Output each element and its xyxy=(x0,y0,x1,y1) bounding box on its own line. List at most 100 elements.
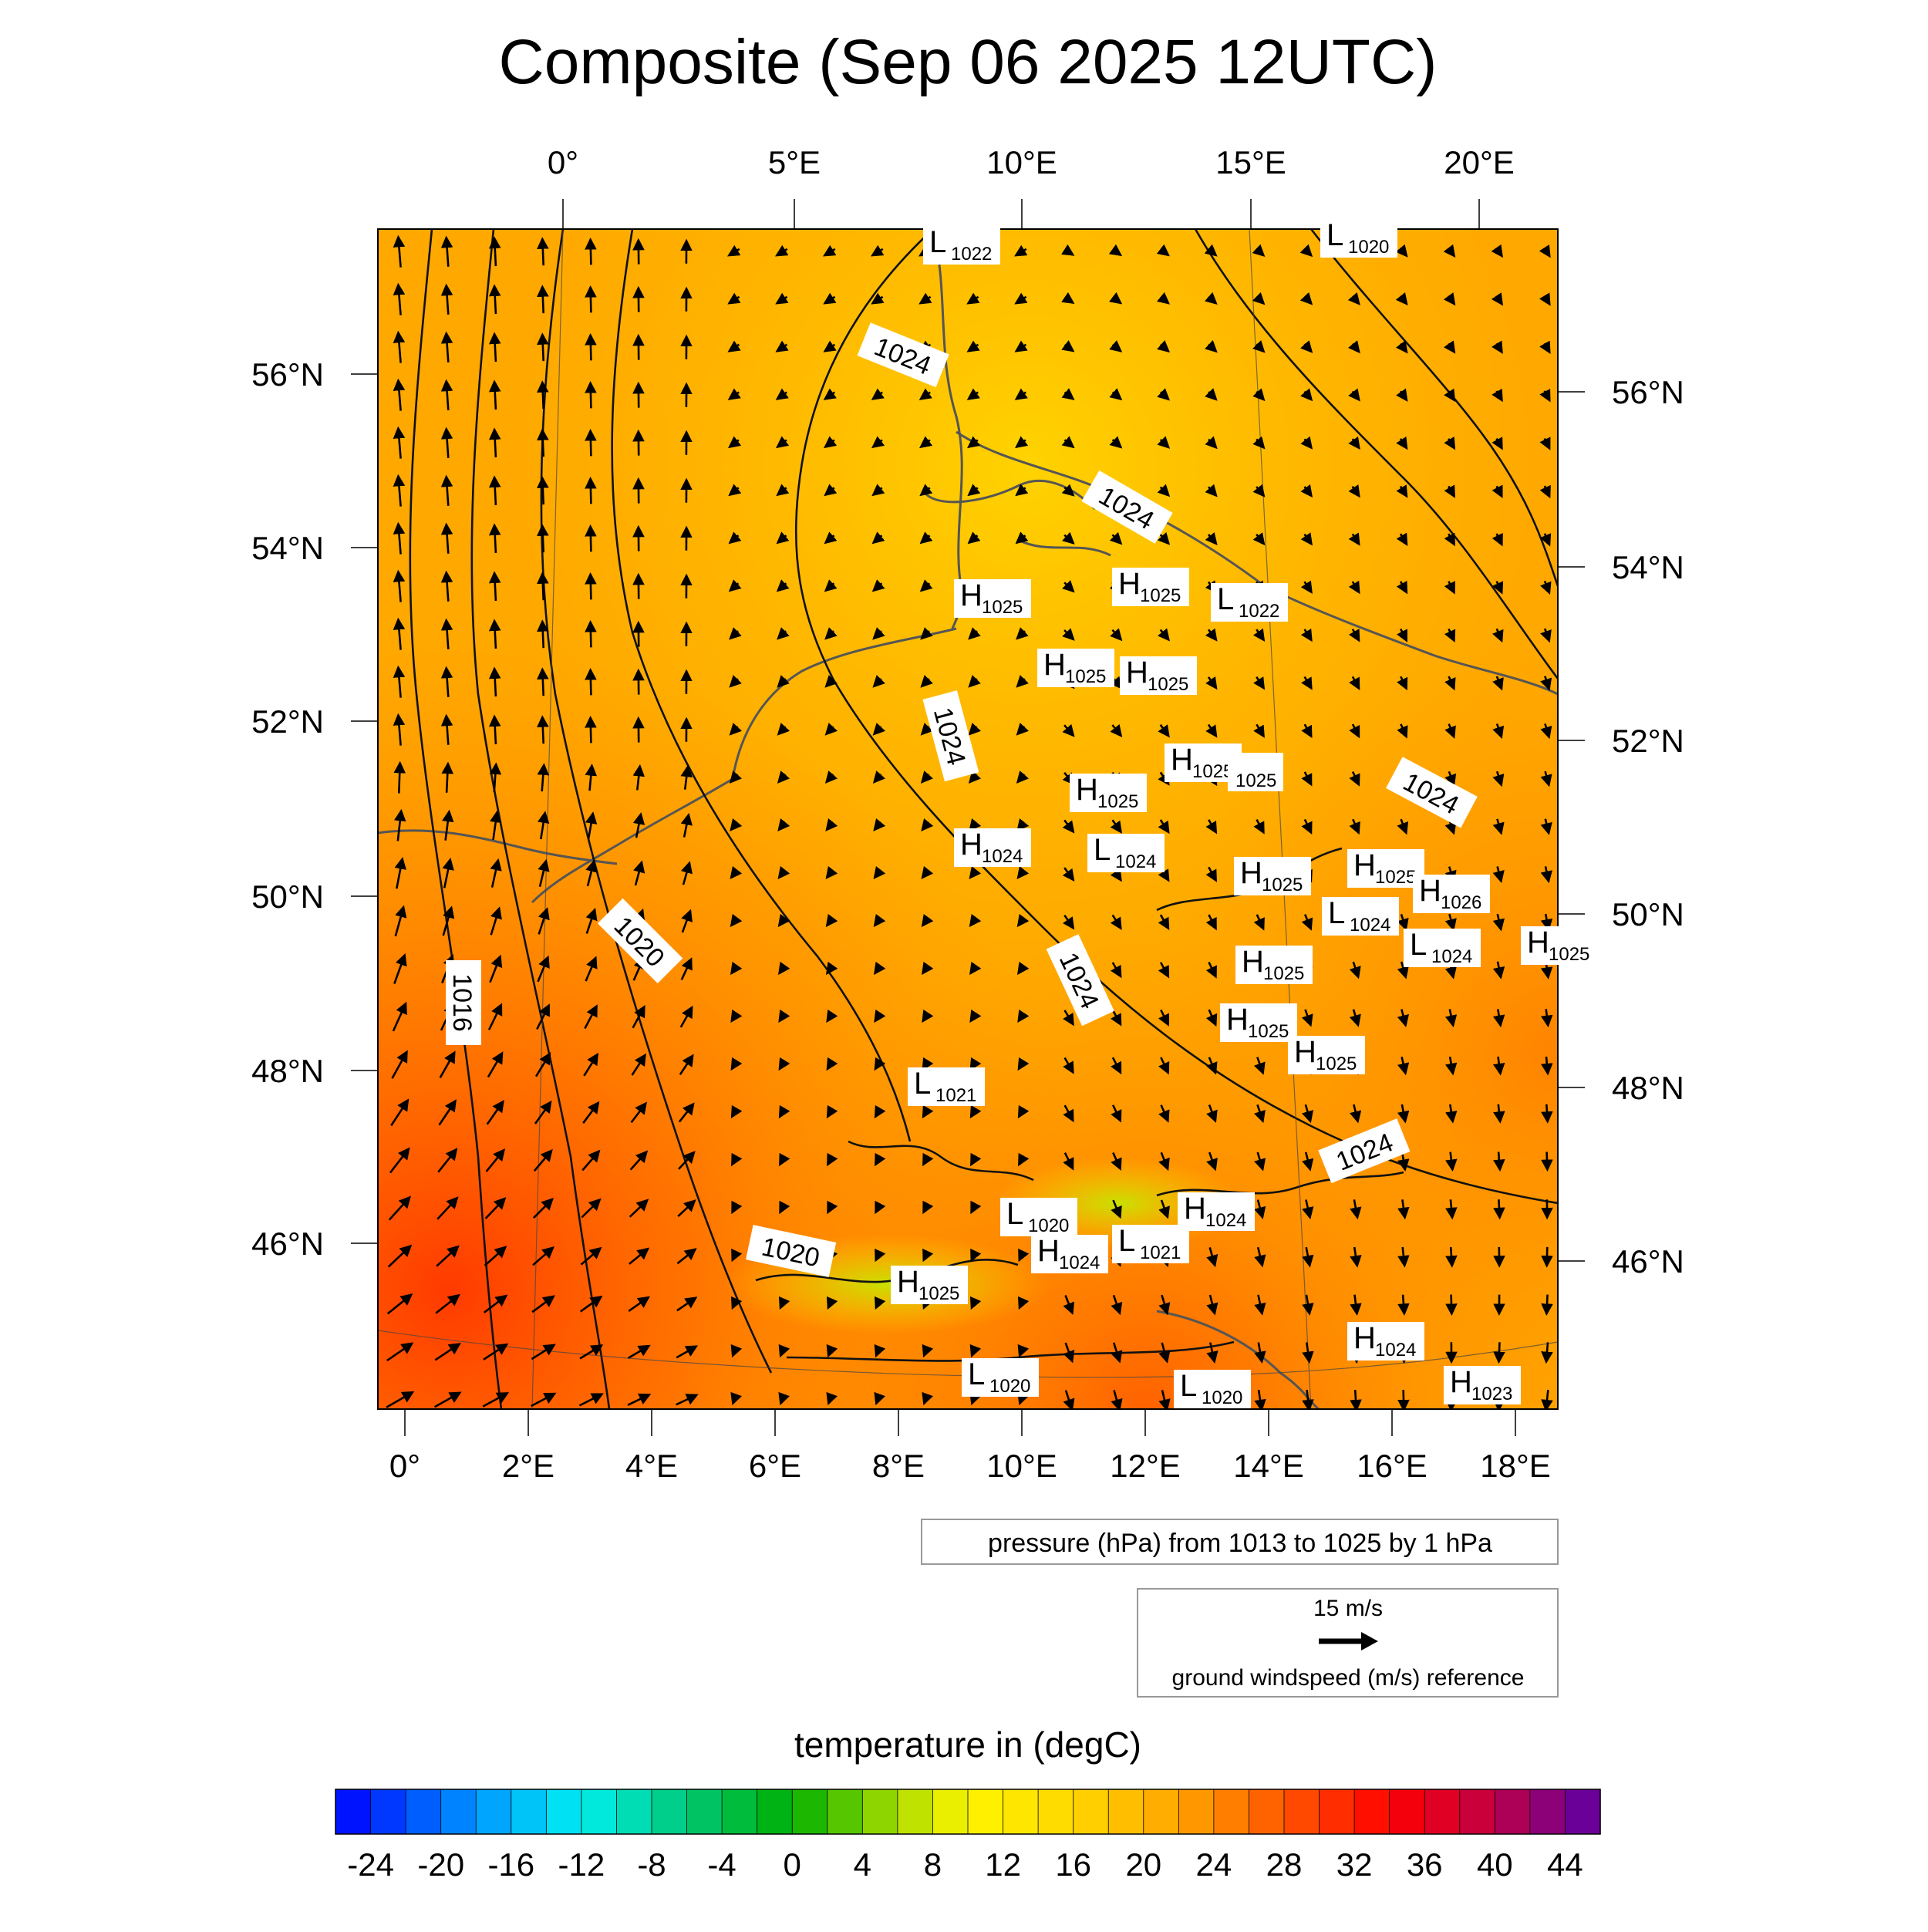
colorbar-tick-label: 20 xyxy=(1125,1846,1161,1883)
lon-label: 16°E xyxy=(1357,1448,1427,1484)
lon-label: 12°E xyxy=(1110,1448,1181,1484)
pressure-center-value: 1026 xyxy=(1441,892,1481,913)
pressure-center-type: L xyxy=(1217,582,1234,616)
wind-arrow xyxy=(494,573,496,601)
pressure-center-type: L xyxy=(1328,896,1345,930)
colorbar-cell xyxy=(932,1789,968,1834)
wind-arrow xyxy=(1403,1295,1404,1314)
wind-arrow xyxy=(542,430,543,457)
lon-label: 4°E xyxy=(625,1448,678,1484)
wind-arrow xyxy=(1499,1342,1500,1361)
map-panel: 1024 1024 1024 1024 1024 1024 xyxy=(378,218,1598,1410)
colorbar-cell xyxy=(1320,1789,1355,1834)
pressure-center-type: L xyxy=(1180,1369,1197,1403)
colorbar-cell xyxy=(722,1789,757,1834)
isobar-label-text: 1016 xyxy=(447,973,477,1032)
pressure-center-type: H xyxy=(1294,1035,1316,1069)
wind-arrow xyxy=(494,669,496,696)
colorbar-tick-label: -16 xyxy=(487,1846,534,1883)
colorbar-cell xyxy=(1460,1789,1495,1834)
pressure-center-type: L xyxy=(1094,833,1111,867)
wind-arrow xyxy=(494,716,496,744)
colorbar-cell xyxy=(1424,1789,1460,1834)
pressure-center-type: L xyxy=(1410,928,1427,962)
pressure-center-value: 1025 xyxy=(1549,944,1589,965)
wind-arrow xyxy=(1498,1152,1500,1170)
wind-arrow xyxy=(542,478,543,504)
pressure-center-type: H xyxy=(1527,926,1549,959)
pressure-center-type: H xyxy=(1184,1192,1206,1226)
pressure-center-type: H xyxy=(1076,773,1098,807)
pressure-center-value: 1025 xyxy=(1316,1054,1357,1074)
colorbar-cell xyxy=(687,1789,723,1834)
colorbar-cell xyxy=(1074,1789,1109,1834)
pressure-center-type: H xyxy=(1242,945,1264,979)
colorbar-cell xyxy=(1178,1789,1214,1834)
wind-arrow xyxy=(591,527,592,552)
colorbar-cell xyxy=(335,1789,371,1834)
lat-label: 56°N xyxy=(1612,374,1684,410)
pressure-center-value: 1024 xyxy=(1115,851,1156,872)
pressure-center-value: 1020 xyxy=(989,1376,1030,1397)
wind-arrow xyxy=(542,287,543,313)
colorbar-tick-label: 8 xyxy=(924,1846,942,1883)
lat-label: 48°N xyxy=(251,1053,324,1089)
colorbar-cell xyxy=(371,1789,406,1834)
figure-title: Composite (Sep 06 2025 12UTC) xyxy=(499,27,1438,97)
pressure-center-type: H xyxy=(1126,656,1148,690)
wind-arrow xyxy=(591,670,592,696)
colorbar-tick-label: -4 xyxy=(707,1846,736,1883)
colorbar-cell xyxy=(581,1789,617,1834)
pressure-center-value: 1025 xyxy=(1148,674,1188,695)
pressure-center-type: L xyxy=(1006,1197,1023,1231)
wind-arrow xyxy=(494,477,496,505)
wind-arrow xyxy=(494,334,496,362)
temperature-field xyxy=(378,229,1558,1410)
pressure-center-value: 1022 xyxy=(1239,601,1279,622)
lon-label: 8°E xyxy=(872,1448,925,1484)
pressure-center-value: 1025 xyxy=(1263,963,1304,984)
pressure-center-type: L xyxy=(929,225,946,259)
pressure-center-type: H xyxy=(1171,743,1193,777)
wind-arrow xyxy=(542,669,543,696)
wind-arrow xyxy=(542,239,543,265)
colorbar-cell xyxy=(1530,1789,1566,1834)
colorbar-cell xyxy=(616,1789,652,1834)
pressure-center-value: 1025 xyxy=(1262,875,1303,895)
wind-arrow xyxy=(1451,1247,1452,1266)
colorbar-cell xyxy=(652,1789,687,1834)
wind-arrow xyxy=(1546,1104,1547,1121)
colorbar-tick-label: -8 xyxy=(637,1846,666,1883)
colorbar-cell xyxy=(1249,1789,1284,1834)
wind-arrow xyxy=(591,718,592,743)
colorbar-tick-label: 28 xyxy=(1266,1846,1303,1883)
colorbar-tick-label: -12 xyxy=(558,1846,605,1883)
right-lat-axis: 56°N 54°N 52°N 50°N 48°N 46°N xyxy=(1558,374,1684,1280)
pressure-center-value: 1021 xyxy=(935,1085,976,1106)
lon-label: 6°E xyxy=(749,1448,801,1484)
wind-arrow xyxy=(542,717,543,743)
pressure-center-value: 1025 xyxy=(1140,585,1181,606)
pressure-center-value: 1024 xyxy=(1375,1340,1416,1360)
lon-label: 10°E xyxy=(986,1448,1057,1484)
wind-arrow xyxy=(542,574,543,600)
left-lat-axis: 56°N 54°N 52°N 50°N 48°N 46°N xyxy=(251,356,378,1262)
wind-arrow xyxy=(591,479,592,504)
wind-arrow xyxy=(591,335,592,361)
wind-reference-box: 15 m/s ground windspeed (m/s) reference xyxy=(1138,1589,1558,1697)
colorbar-tick-label: 16 xyxy=(1055,1846,1091,1883)
colorbar-tick-label: -24 xyxy=(347,1846,394,1883)
colorbar-cell xyxy=(792,1789,827,1834)
pressure-center-type: L xyxy=(1118,1224,1135,1258)
lon-label: 2°E xyxy=(502,1448,554,1484)
